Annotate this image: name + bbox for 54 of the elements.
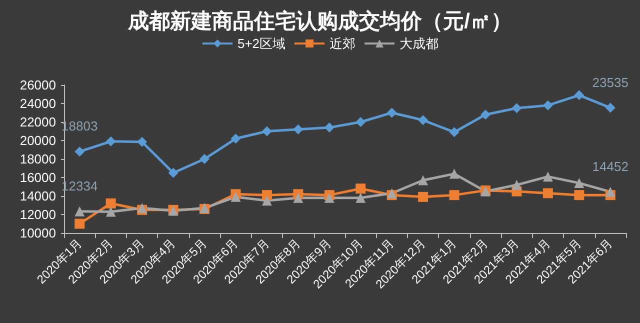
point bbox=[449, 168, 460, 179]
point bbox=[106, 198, 116, 208]
point bbox=[512, 103, 522, 114]
legend-label: 5+2区域 bbox=[237, 36, 286, 51]
data-label: 23535 bbox=[592, 74, 628, 90]
y-tick-label: 22000 bbox=[20, 114, 56, 130]
data-label: 14452 bbox=[592, 158, 628, 174]
point bbox=[605, 102, 616, 113]
point bbox=[542, 188, 553, 198]
point bbox=[449, 127, 460, 138]
point bbox=[356, 117, 366, 127]
point bbox=[449, 190, 460, 200]
point bbox=[106, 206, 116, 217]
y-tick-label: 20000 bbox=[20, 133, 56, 148]
point bbox=[74, 206, 85, 216]
point bbox=[137, 136, 148, 147]
point bbox=[262, 126, 272, 136]
point bbox=[293, 192, 304, 203]
y-tick-label: 10000 bbox=[20, 226, 56, 240]
point bbox=[230, 192, 241, 202]
point bbox=[293, 124, 304, 134]
point bbox=[542, 172, 553, 182]
legend-label: 近郊 bbox=[330, 36, 356, 51]
y-tick-label: 14000 bbox=[20, 188, 56, 204]
point bbox=[324, 122, 334, 133]
point bbox=[574, 90, 584, 100]
point bbox=[106, 136, 116, 146]
point bbox=[542, 100, 553, 110]
point bbox=[74, 218, 85, 229]
point bbox=[574, 178, 584, 188]
point bbox=[512, 180, 522, 190]
point bbox=[324, 192, 334, 203]
point bbox=[418, 175, 428, 186]
point bbox=[230, 134, 241, 144]
point bbox=[200, 154, 210, 164]
legend-label: 大成都 bbox=[400, 36, 439, 51]
point bbox=[418, 115, 428, 126]
point bbox=[356, 192, 366, 203]
point bbox=[168, 168, 178, 178]
y-tick-label: 16000 bbox=[20, 170, 56, 185]
point bbox=[356, 184, 366, 194]
point bbox=[386, 108, 397, 118]
point bbox=[418, 192, 428, 202]
point bbox=[74, 146, 85, 157]
point bbox=[480, 110, 490, 120]
y-tick-label: 26000 bbox=[20, 78, 56, 92]
point bbox=[262, 190, 272, 200]
point bbox=[262, 196, 272, 206]
y-tick-label: 12000 bbox=[20, 207, 56, 222]
point bbox=[574, 190, 584, 200]
y-tick-label: 24000 bbox=[20, 96, 56, 111]
y-tick-label: 18000 bbox=[20, 152, 56, 166]
point bbox=[605, 186, 616, 197]
chart-title: 成都新建商品住宅认购成交均价（元/㎡） bbox=[127, 9, 512, 33]
